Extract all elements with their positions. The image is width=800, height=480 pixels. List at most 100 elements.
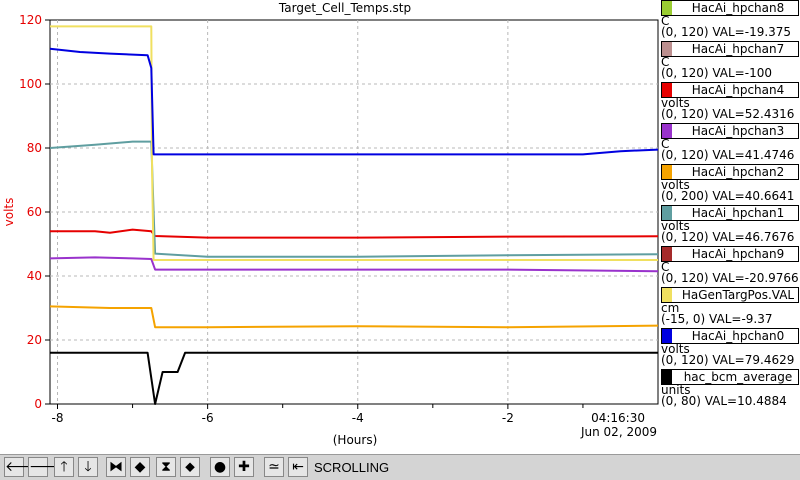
legend-series-range: (0, 120) VAL=41.4746 xyxy=(661,149,794,162)
legend-range-value: (0, 120) xyxy=(661,66,709,80)
legend-series-box[interactable]: HacAi_hpchan1 xyxy=(661,205,799,221)
legend-current-value: VAL=-9.37 xyxy=(705,312,773,326)
legend-entry[interactable]: HacAi_hpchan3 C (0, 120) VAL=41.4746 xyxy=(660,123,800,162)
legend-series-range: (0, 120) VAL=-100 xyxy=(661,67,772,80)
legend-series-unit: cm xyxy=(661,301,680,315)
legend-current-value: VAL=-100 xyxy=(708,66,772,80)
gridlines xyxy=(50,20,658,404)
legend-color-swatch xyxy=(662,288,672,302)
arrow-left-button[interactable]: 🡐 xyxy=(4,457,43,477)
legend-range-value: (0, 120) xyxy=(661,271,709,285)
y-tick-label: 100 xyxy=(19,77,42,91)
zoom-out-horizontal-icon: ◆ xyxy=(134,459,146,475)
legend-color-swatch xyxy=(662,370,672,384)
legend-range-value: (-15, 0) xyxy=(661,312,706,326)
mode-label: SCROLLING xyxy=(314,460,390,475)
legend-range-value: (0, 80) xyxy=(661,394,701,408)
legend-series-range: (0, 120) VAL=79.4629 xyxy=(661,354,794,367)
x-axis-label: (Hours) xyxy=(333,433,378,447)
legend-entry[interactable]: hac_bcm_average units (0, 80) VAL=10.4884 xyxy=(660,369,800,408)
legend-entry[interactable]: HacAi_hpchan8 C (0, 120) VAL=-19.375 xyxy=(660,0,800,39)
y-axis-label: volts xyxy=(2,198,16,227)
legend-series-box[interactable]: HacAi_hpchan7 xyxy=(661,41,799,57)
legend-series-range: (-15, 0) VAL=-9.37 xyxy=(661,313,773,326)
end-date-label: Jun 02, 2009 xyxy=(580,425,657,439)
legend-series-box[interactable]: HacAi_hpchan2 xyxy=(661,164,799,180)
legend-series-name: HacAi_hpchan7 xyxy=(691,42,785,56)
legend-range-value: (0, 200) xyxy=(661,189,709,203)
legend-color-swatch xyxy=(662,247,672,261)
legend-series-unit: C xyxy=(661,14,670,28)
legend-series-box[interactable]: HacAi_hpchan8 xyxy=(661,0,799,16)
zoom-out-vertical-icon: ⬥ xyxy=(185,459,195,475)
legend-current-value: VAL=79.4629 xyxy=(708,353,795,367)
arrow-up-button[interactable]: 🡑 xyxy=(54,457,74,477)
legend-entry[interactable]: HacAi_hpchan4 volts (0, 120) VAL=52.4316 xyxy=(660,82,800,121)
end-time-label: 04:16:30 xyxy=(591,411,645,425)
chart-icon: ≃ xyxy=(268,459,280,475)
legend-color-swatch xyxy=(662,42,672,56)
legend-entry[interactable]: HacAi_hpchan9 C (0, 120) VAL=-20.9766 xyxy=(660,246,800,285)
y-tick-label: 80 xyxy=(27,141,42,155)
x-tick-label: -2 xyxy=(502,411,514,425)
legend-series-box[interactable]: HaGenTargPos.VAL xyxy=(661,287,799,303)
plus-button[interactable]: ✚ xyxy=(234,457,254,477)
legend-series-range: (0, 120) VAL=46.7676 xyxy=(661,231,794,244)
legend-series-range: (0, 120) VAL=52.4316 xyxy=(661,108,794,121)
legend-series-name: hac_bcm_average xyxy=(683,370,793,384)
y-tick-label: 0 xyxy=(34,397,42,411)
legend-entry[interactable]: HacAi_hpchan1 volts (0, 120) VAL=46.7676 xyxy=(660,205,800,244)
series-line-hac_bcm_average xyxy=(50,351,658,405)
legend-series-unit: volts xyxy=(661,219,690,233)
legend-series-name: HacAi_hpchan1 xyxy=(691,206,785,220)
legend-series-name: HacAi_hpchan9 xyxy=(691,247,785,261)
zoom-out-horizontal-button[interactable]: ◆ xyxy=(130,457,150,477)
zoom-in-vertical-button[interactable]: ⧗ xyxy=(156,457,176,477)
legend: HacAi_hpchan8 C (0, 120) VAL=-19.375 HacAi_… xyxy=(660,0,800,454)
legend-color-swatch xyxy=(662,206,672,220)
chart: Target_Cell_Temps.stp 0 20 40 60 80 100 120 -8 -… xyxy=(2,1,659,447)
series-line-HacAi_hpchan2 xyxy=(49,305,659,329)
back-to-start-button[interactable]: ⇤ xyxy=(288,457,308,477)
legend-range-value: (0, 120) xyxy=(661,25,709,39)
legend-series-unit: C xyxy=(661,137,670,151)
legend-series-range: (0, 120) VAL=-19.375 xyxy=(661,26,791,39)
legend-entry[interactable]: HaGenTargPos.VAL cm (-15, 0) VAL=-9.37 xyxy=(660,287,800,326)
legend-series-box[interactable]: HacAi_hpchan4 xyxy=(661,82,799,98)
y-tick-label: 20 xyxy=(27,333,42,347)
legend-current-value: VAL=-20.9766 xyxy=(708,271,799,285)
axes: 0 20 40 60 80 100 120 -8 -6 -4 -2 xyxy=(19,13,584,425)
arrow-down-button[interactable]: 🡓 xyxy=(78,457,98,477)
legend-entry[interactable]: HacAi_hpchan7 C (0, 120) VAL=-100 xyxy=(660,41,800,80)
y-tick-label: 40 xyxy=(27,269,42,283)
legend-range-value: (0, 120) xyxy=(661,353,709,367)
legend-series-unit: C xyxy=(661,260,670,274)
chart-button[interactable]: ≃ xyxy=(264,457,284,477)
legend-color-swatch xyxy=(662,329,672,343)
x-tick-label: -8 xyxy=(52,411,64,425)
arrow-down-icon: 🡓 xyxy=(84,459,92,475)
series-line-HaGenTargPos.VAL xyxy=(50,25,658,261)
arrow-right-button[interactable]: 🡒 xyxy=(28,457,67,477)
legend-series-name: HacAi_hpchan2 xyxy=(691,165,785,179)
legend-series-box[interactable]: HacAi_hpchan9 xyxy=(661,246,799,262)
legend-series-box[interactable]: hac_bcm_average xyxy=(661,369,799,385)
record-button[interactable]: ● xyxy=(210,457,230,477)
legend-current-value: VAL=41.4746 xyxy=(708,148,795,162)
legend-series-unit: volts xyxy=(661,96,690,110)
y-tick-label: 60 xyxy=(27,205,42,219)
toolbar: SCROLLING 🡐 🡒 🡑 🡓 ⧓ ◆ ⧗ ⬥ ● ✚ ≃ ⇤ xyxy=(0,454,800,480)
back-to-start-icon: ⇤ xyxy=(292,459,304,475)
zoom-out-vertical-button[interactable]: ⬥ xyxy=(180,457,200,477)
legend-entry[interactable]: HacAi_hpchan0 volts (0, 120) VAL=79.4629 xyxy=(660,328,800,367)
legend-series-box[interactable]: HacAi_hpchan3 xyxy=(661,123,799,139)
zoom-in-horizontal-button[interactable]: ⧓ xyxy=(106,457,126,477)
x-tick-label: -6 xyxy=(202,411,214,425)
legend-series-box[interactable]: HacAi_hpchan0 xyxy=(661,328,799,344)
legend-current-value: VAL=-19.375 xyxy=(708,25,792,39)
legend-entry[interactable]: HacAi_hpchan2 volts (0, 200) VAL=40.6641 xyxy=(660,164,800,203)
series-lines xyxy=(49,25,659,405)
record-icon: ● xyxy=(213,459,227,475)
legend-series-range: (0, 200) VAL=40.6641 xyxy=(661,190,794,203)
y-tick-label: 120 xyxy=(19,13,42,27)
